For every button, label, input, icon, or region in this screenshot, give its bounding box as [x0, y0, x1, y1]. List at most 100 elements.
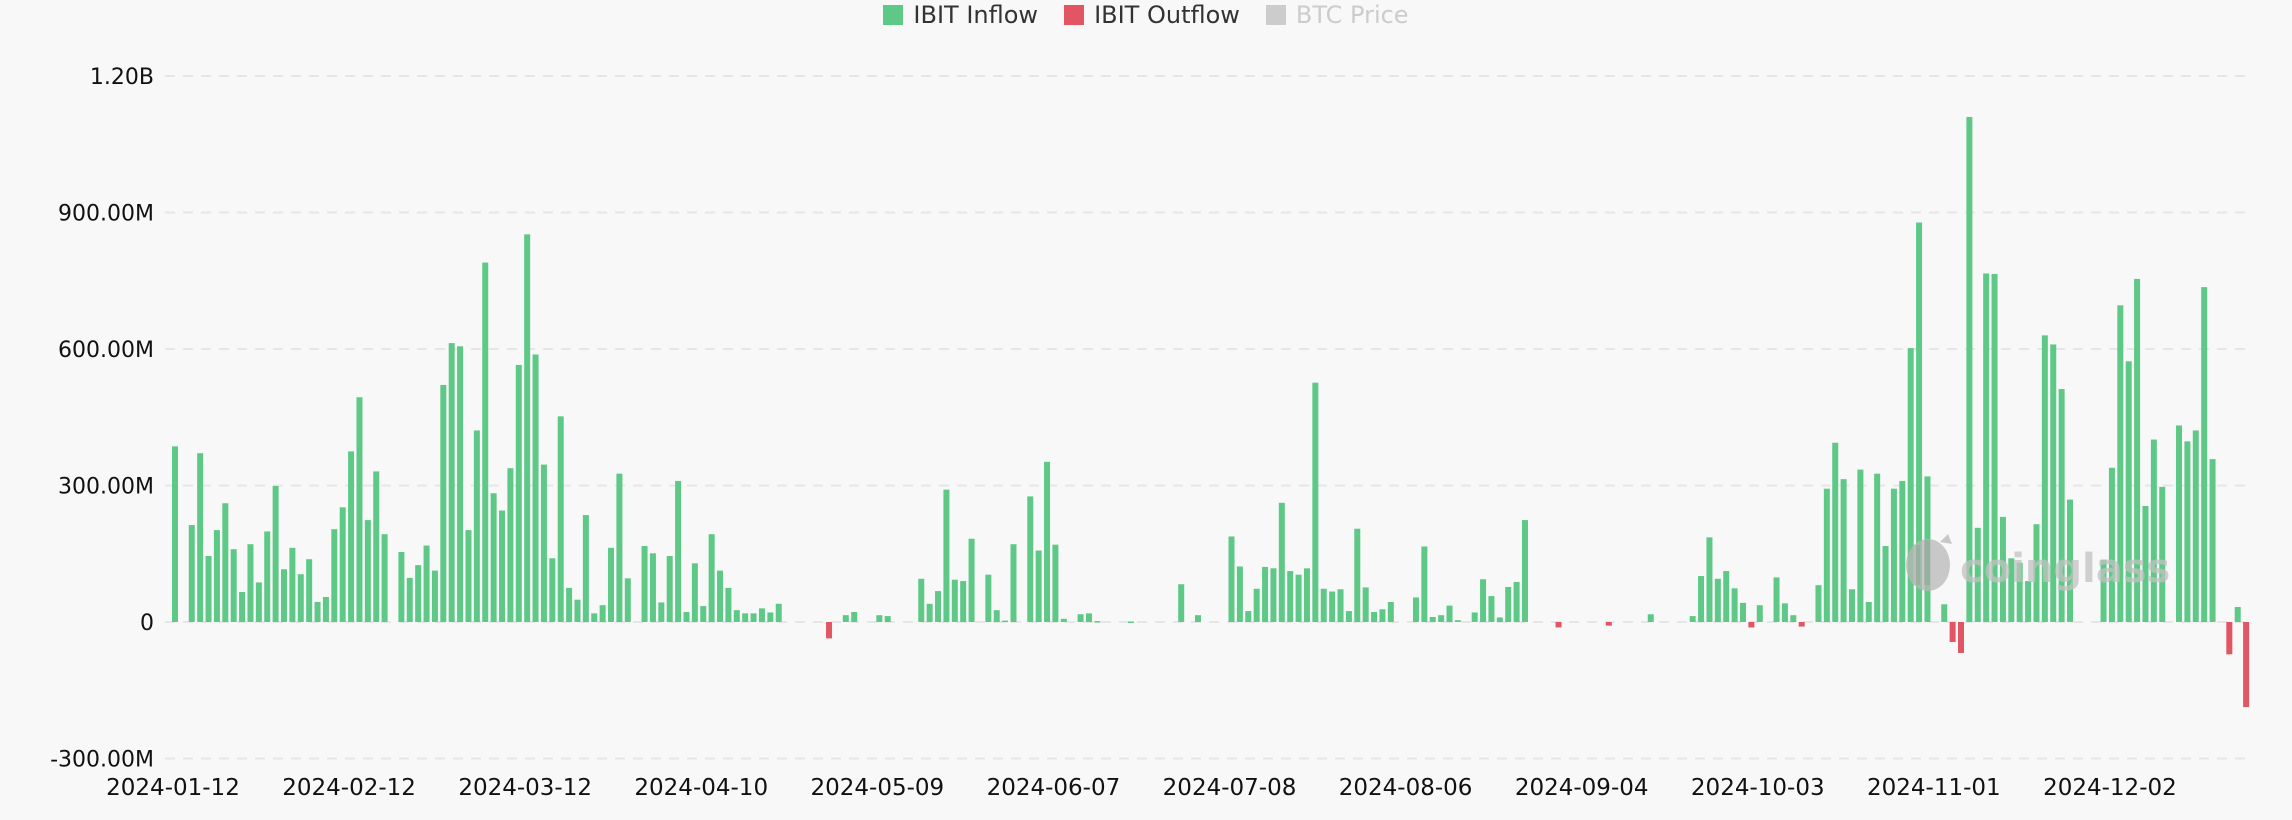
- inflow-bar[interactable]: [750, 613, 757, 622]
- inflow-bar[interactable]: [1245, 611, 1252, 622]
- inflow-bar[interactable]: [2184, 441, 2191, 622]
- inflow-bar[interactable]: [314, 601, 321, 622]
- inflow-bar[interactable]: [230, 549, 237, 622]
- inflow-bar[interactable]: [1513, 581, 1520, 622]
- inflow-bar[interactable]: [1371, 611, 1378, 622]
- inflow-bar[interactable]: [1999, 516, 2006, 622]
- inflow-bar[interactable]: [515, 364, 522, 622]
- inflow-bar[interactable]: [356, 397, 363, 622]
- inflow-bar[interactable]: [1823, 488, 1830, 622]
- inflow-bar[interactable]: [255, 582, 262, 622]
- legend-item-ibit-outflow[interactable]: IBIT Outflow: [1064, 1, 1240, 29]
- inflow-bar[interactable]: [540, 464, 547, 622]
- inflow-bar[interactable]: [2033, 524, 2040, 622]
- inflow-bar[interactable]: [381, 534, 388, 622]
- inflow-bar[interactable]: [1362, 587, 1369, 622]
- inflow-bar[interactable]: [2234, 606, 2241, 622]
- inflow-bar[interactable]: [524, 234, 531, 622]
- inflow-bar[interactable]: [448, 343, 455, 622]
- inflow-bar[interactable]: [1412, 597, 1419, 622]
- inflow-bar[interactable]: [1010, 544, 1017, 622]
- inflow-bar[interactable]: [2100, 559, 2107, 622]
- inflow-bar[interactable]: [658, 602, 665, 622]
- inflow-bar[interactable]: [306, 559, 313, 622]
- inflow-bar[interactable]: [1438, 615, 1445, 622]
- inflow-bar[interactable]: [499, 510, 506, 622]
- inflow-bar[interactable]: [985, 574, 992, 622]
- inflow-bar[interactable]: [2192, 430, 2199, 622]
- inflow-bar[interactable]: [1027, 496, 1034, 622]
- inflow-bar[interactable]: [700, 606, 707, 622]
- inflow-bar[interactable]: [490, 493, 497, 622]
- inflow-bar[interactable]: [398, 551, 405, 622]
- inflow-bar[interactable]: [507, 468, 514, 622]
- inflow-bar[interactable]: [935, 591, 942, 622]
- inflow-bar[interactable]: [758, 608, 765, 622]
- inflow-bar[interactable]: [884, 616, 891, 622]
- inflow-bar[interactable]: [1127, 621, 1134, 624]
- inflow-bar[interactable]: [775, 603, 782, 622]
- inflow-bar[interactable]: [1278, 502, 1285, 622]
- inflow-bar[interactable]: [1345, 611, 1352, 622]
- inflow-bar[interactable]: [968, 538, 975, 622]
- inflow-bar[interactable]: [1312, 382, 1319, 622]
- inflow-bar[interactable]: [1295, 574, 1302, 622]
- inflow-bar[interactable]: [2125, 361, 2132, 622]
- inflow-bar[interactable]: [616, 473, 623, 622]
- inflow-bar[interactable]: [1421, 546, 1428, 622]
- inflow-bar[interactable]: [272, 485, 279, 622]
- outflow-bar[interactable]: [1555, 622, 1562, 628]
- inflow-bar[interactable]: [1840, 479, 1847, 622]
- inflow-bar[interactable]: [2209, 459, 2216, 622]
- inflow-bar[interactable]: [1287, 571, 1294, 622]
- inflow-bar[interactable]: [1236, 566, 1243, 622]
- inflow-bar[interactable]: [599, 605, 606, 622]
- inflow-bar[interactable]: [1723, 571, 1730, 622]
- inflow-bar[interactable]: [1094, 621, 1101, 623]
- inflow-bar[interactable]: [2025, 581, 2032, 622]
- inflow-bar[interactable]: [566, 587, 573, 622]
- inflow-bar[interactable]: [188, 525, 195, 622]
- outflow-bar[interactable]: [1958, 622, 1965, 653]
- inflow-bar[interactable]: [675, 480, 682, 622]
- inflow-bar[interactable]: [473, 430, 480, 622]
- inflow-bar[interactable]: [339, 507, 346, 622]
- inflow-bar[interactable]: [1849, 589, 1855, 622]
- inflow-bar[interactable]: [373, 471, 380, 622]
- inflow-bar[interactable]: [842, 615, 849, 622]
- inflow-bar[interactable]: [1194, 615, 1201, 622]
- inflow-bar[interactable]: [532, 354, 539, 622]
- inflow-bar[interactable]: [1706, 537, 1713, 622]
- inflow-bar[interactable]: [364, 520, 371, 622]
- inflow-bar[interactable]: [1899, 480, 1906, 622]
- outflow-bar[interactable]: [826, 622, 833, 639]
- inflow-bar[interactable]: [1689, 616, 1696, 622]
- inflow-bar[interactable]: [406, 577, 413, 622]
- inflow-bar[interactable]: [2058, 389, 2065, 622]
- inflow-bar[interactable]: [2050, 344, 2057, 622]
- inflow-bar[interactable]: [1429, 616, 1436, 622]
- inflow-bar[interactable]: [289, 547, 296, 622]
- inflow-bar[interactable]: [582, 515, 589, 622]
- inflow-bar[interactable]: [993, 610, 1000, 622]
- inflow-bar[interactable]: [549, 558, 556, 622]
- inflow-bar[interactable]: [239, 591, 246, 622]
- inflow-bar[interactable]: [247, 544, 254, 622]
- inflow-bar[interactable]: [2201, 287, 2208, 622]
- inflow-bar[interactable]: [2142, 505, 2149, 622]
- inflow-bar[interactable]: [2176, 425, 2183, 622]
- inflow-bar[interactable]: [1002, 620, 1009, 623]
- inflow-bar[interactable]: [281, 569, 288, 622]
- inflow-bar[interactable]: [851, 611, 858, 622]
- outflow-bar[interactable]: [1949, 622, 1956, 643]
- inflow-bar[interactable]: [1874, 473, 1881, 622]
- inflow-bar[interactable]: [1991, 273, 1998, 622]
- inflow-bar[interactable]: [1387, 601, 1394, 622]
- outflow-bar[interactable]: [1605, 622, 1612, 626]
- inflow-bar[interactable]: [1035, 550, 1042, 622]
- inflow-bar[interactable]: [1454, 620, 1461, 622]
- inflow-bar[interactable]: [1253, 588, 1260, 622]
- outflow-bar[interactable]: [1798, 622, 1805, 627]
- inflow-bar[interactable]: [348, 451, 355, 622]
- inflow-bar[interactable]: [557, 416, 564, 622]
